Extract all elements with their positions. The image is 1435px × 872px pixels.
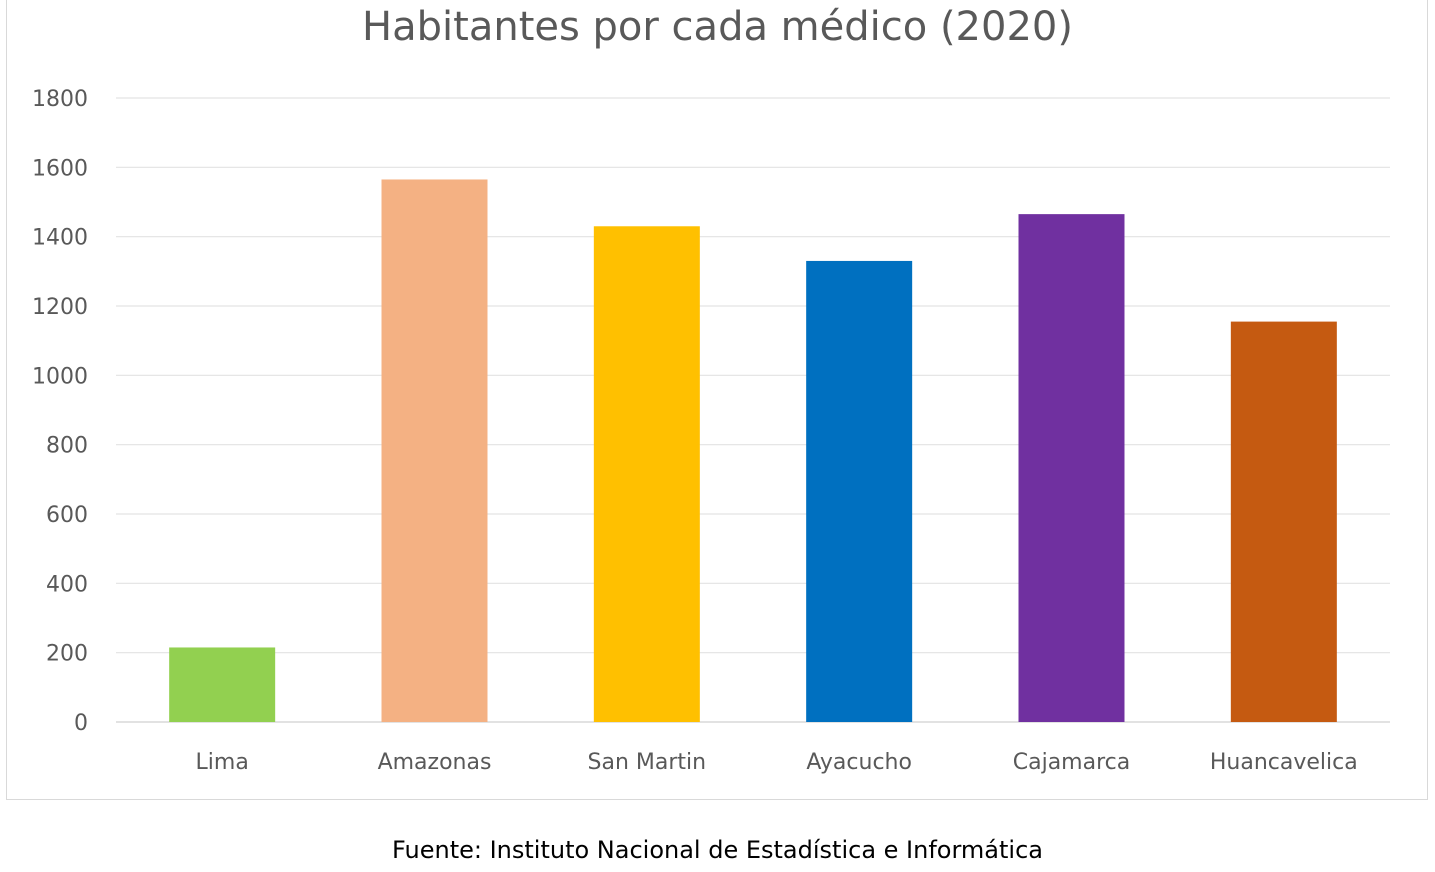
y-axis-ticks: 0 200 400 600 800 1000 1200 1400 1600 1800 xyxy=(32,87,88,736)
chart-title: Habitantes por cada médico (2020) xyxy=(362,4,1073,50)
x-category-label: Huancavelica xyxy=(1210,750,1358,775)
bar-cajamarca xyxy=(1018,214,1125,722)
x-category-label: San Martin xyxy=(588,750,707,775)
source-note: Fuente: Instituto Nacional de Estadístic… xyxy=(392,836,1043,864)
y-tick-label: 1200 xyxy=(32,295,88,320)
x-category-label: Amazonas xyxy=(378,750,492,775)
bar-ayacucho xyxy=(806,260,913,722)
y-tick-label: 800 xyxy=(46,434,88,459)
y-tick-label: 1600 xyxy=(32,156,88,181)
bars xyxy=(169,179,1337,722)
bar-san-martin xyxy=(593,226,700,722)
bar-amazonas xyxy=(381,179,488,722)
y-tick-label: 1800 xyxy=(32,87,88,112)
y-tick-label: 0 xyxy=(74,711,88,736)
x-axis-categories: Lima Amazonas San Martin Ayacucho Cajamarca H… xyxy=(196,750,1358,775)
y-tick-label: 600 xyxy=(46,503,88,528)
bar-huancavelica xyxy=(1230,321,1337,722)
y-tick-label: 1000 xyxy=(32,364,88,389)
x-category-label: Cajamarca xyxy=(1013,750,1131,775)
gridlines xyxy=(116,97,1390,723)
x-category-label: Lima xyxy=(196,750,249,775)
y-tick-label: 200 xyxy=(46,642,88,667)
y-tick-label: 1400 xyxy=(32,226,88,251)
x-category-label: Ayacucho xyxy=(806,750,912,775)
y-tick-label: 400 xyxy=(46,572,88,597)
bar-lima xyxy=(169,647,276,722)
